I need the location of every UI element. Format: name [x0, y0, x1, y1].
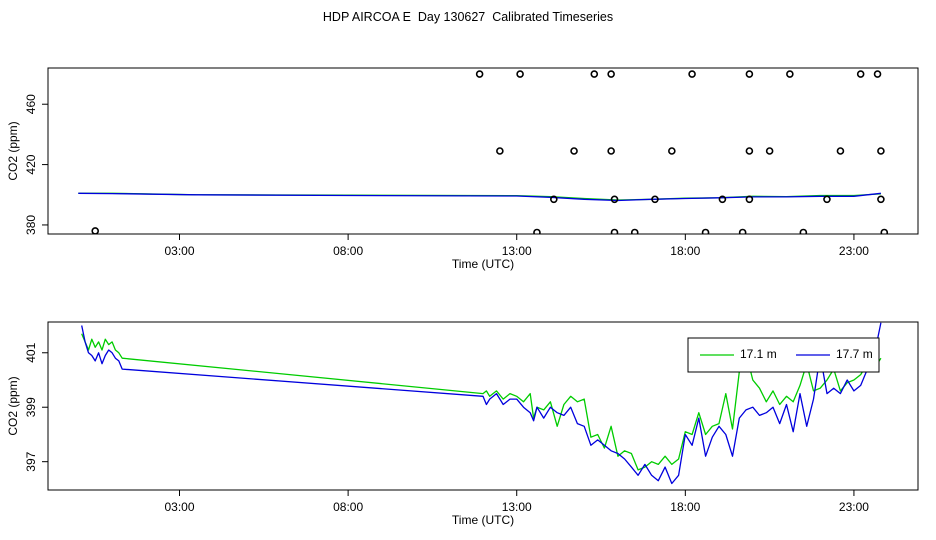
- panel-2: 03:00 08:00 13:00 18:00 23:00 Time (UTC) 397 39…: [6, 321, 919, 527]
- data-point: [745, 195, 754, 204]
- y-tick-label: 397: [24, 451, 38, 471]
- data-point: [91, 227, 100, 234]
- y-tick-label: 399: [24, 397, 38, 417]
- data-point: [688, 70, 696, 78]
- x-tick-label: 23:00: [839, 244, 869, 258]
- x-tick-label: 08:00: [333, 500, 363, 514]
- data-point: [880, 228, 889, 234]
- data-point: [610, 228, 619, 234]
- data-point: [607, 70, 615, 78]
- data-point: [516, 70, 524, 78]
- data-point: [877, 195, 885, 204]
- y-tick-label: 420: [24, 154, 38, 174]
- x-tick-label: 13:00: [502, 244, 532, 258]
- data-point: [701, 228, 710, 234]
- x-tick-label: 03:00: [164, 244, 194, 258]
- y-axis-label: CO2 (ppm): [6, 376, 20, 435]
- x-tick-label: 03:00: [164, 500, 194, 514]
- data-point: [745, 147, 754, 155]
- data-point: [877, 147, 885, 155]
- series-line-1: [81, 333, 882, 471]
- data-point: [610, 195, 619, 204]
- plot-area: [78, 70, 889, 234]
- data-point: [668, 147, 676, 155]
- panel-1: 03:00 08:00 13:00 18:00 23:00 Time (UTC) 380 42…: [6, 67, 919, 271]
- data-point: [590, 70, 599, 78]
- plot-frame: [47, 67, 919, 235]
- x-tick-label: 18:00: [670, 244, 700, 258]
- data-point: [550, 195, 558, 204]
- data-point: [786, 70, 794, 78]
- data-point: [836, 147, 845, 155]
- data-point: [630, 228, 639, 234]
- x-tick-label: 13:00: [502, 500, 532, 514]
- y-axis-label: CO2 (ppm): [6, 121, 20, 180]
- data-point: [745, 70, 754, 78]
- legend-label: 17.1 m: [740, 347, 777, 361]
- series-line-2: [81, 322, 882, 485]
- data-point: [475, 70, 484, 78]
- data-point: [718, 195, 727, 204]
- data-point: [496, 147, 504, 155]
- legend-label: 17.7 m: [836, 347, 873, 361]
- data-point: [607, 147, 615, 155]
- x-axis-label: Time (UTC): [452, 257, 514, 271]
- x-tick-label: 18:00: [670, 500, 700, 514]
- legend: 17.1 m 17.7 m: [687, 337, 880, 373]
- plot-area: [81, 322, 882, 485]
- data-point: [765, 147, 774, 155]
- data-point: [799, 228, 808, 234]
- chart-title: HDP AIRCOA E Day 130627 Calibrated Times…: [322, 10, 614, 24]
- y-tick-label: 380: [24, 215, 38, 235]
- y-tick-label: 460: [24, 94, 38, 114]
- plot-frame: [47, 321, 919, 491]
- data-point: [856, 70, 865, 78]
- data-point: [570, 147, 578, 155]
- data-point: [823, 195, 831, 204]
- series-line-2: [78, 192, 881, 202]
- data-point: [533, 228, 541, 234]
- data-point: [651, 195, 659, 204]
- x-tick-label: 08:00: [333, 244, 363, 258]
- x-tick-label: 23:00: [839, 500, 869, 514]
- data-point: [873, 70, 882, 78]
- data-point: [738, 228, 747, 234]
- x-axis-label: Time (UTC): [452, 513, 514, 527]
- y-tick-label: 401: [24, 342, 38, 362]
